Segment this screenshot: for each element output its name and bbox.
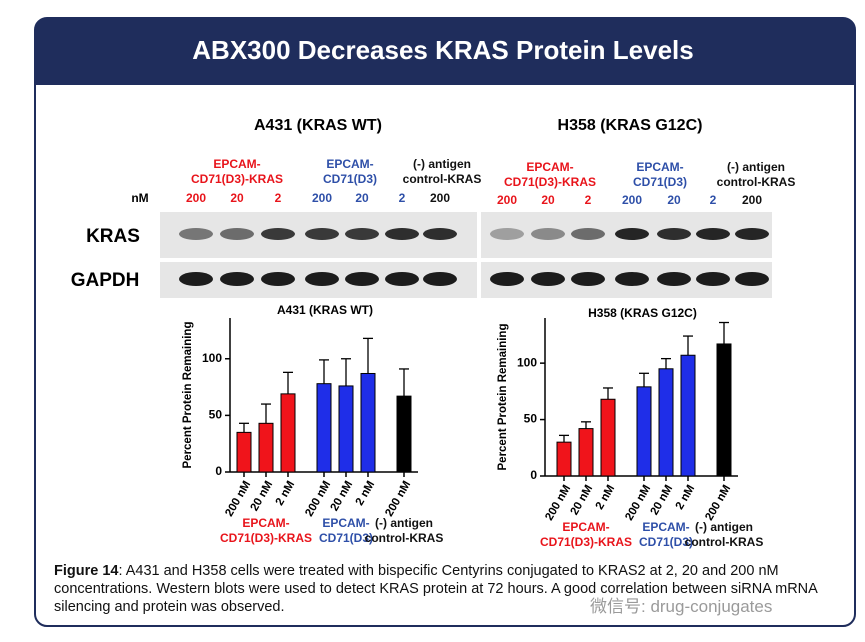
bar (360, 372, 376, 473)
band (220, 272, 254, 286)
band (305, 228, 339, 240)
legend-group-label: EPCAM- CD71(D3)-KRAS (539, 520, 633, 549)
bar (236, 431, 252, 473)
blot-group-label: EPCAM- CD71(D3)-KRAS (503, 160, 597, 189)
band (179, 272, 213, 286)
bar (258, 422, 274, 473)
caption-label: Figure 14 (54, 563, 119, 579)
dose-label: 2 (585, 193, 592, 207)
y-axis-label: Percent Protein Remaining (497, 324, 509, 471)
bar (600, 398, 616, 477)
y-tick-label: 50 (209, 408, 223, 422)
band (735, 228, 769, 240)
y-tick-label: 0 (530, 468, 537, 482)
bar (636, 386, 652, 477)
band (490, 272, 524, 286)
chart-title: A431 (KRAS WT) (277, 303, 373, 317)
bar (338, 385, 354, 473)
dose-label: 200 (186, 191, 206, 205)
row-label: KRAS (86, 226, 140, 247)
band (345, 228, 379, 240)
band (423, 228, 457, 240)
band (531, 272, 565, 286)
dose-label: 200 (430, 191, 450, 205)
band (385, 228, 419, 240)
dose-label: 20 (230, 191, 244, 205)
dose-label: 20 (667, 193, 681, 207)
watermark: 微信号: drug-conjugates (590, 597, 773, 616)
legend-group-label: (-) antigen control-KRAS (684, 520, 764, 549)
blot-group-label: EPCAM- CD71(D3) (632, 160, 688, 189)
dose-label: 200 (497, 193, 517, 207)
band (261, 272, 295, 286)
band (657, 272, 691, 286)
header-title: ABX300 Decreases KRAS Protein Levels (192, 35, 693, 65)
legend-group-label: EPCAM- CD71(D3) (318, 516, 374, 545)
band (615, 272, 649, 286)
dose-label: 20 (355, 191, 369, 205)
band (696, 272, 730, 286)
band (220, 228, 254, 240)
caption: Figure 14: A431 and H358 cells were trea… (54, 562, 839, 616)
y-tick-label: 100 (202, 351, 222, 365)
bar (716, 343, 732, 477)
dose-label: 2 (710, 193, 717, 207)
band (305, 272, 339, 286)
band (735, 272, 769, 286)
bar (556, 441, 572, 477)
band (696, 228, 730, 240)
blot-title: A431 (KRAS WT) (254, 117, 382, 134)
blot-group-label: (-) antigen control-KRAS (402, 157, 482, 186)
dose-label: 20 (541, 193, 555, 207)
bar (680, 354, 696, 477)
unit-label: nM (131, 191, 148, 205)
band (490, 228, 524, 240)
bar (578, 428, 594, 477)
blot-group-label: (-) antigen control-KRAS (716, 160, 796, 189)
y-tick-label: 0 (215, 464, 222, 478)
band (345, 272, 379, 286)
bar (658, 368, 674, 477)
header-bar (35, 18, 855, 85)
legend-group-label: (-) antigen control-KRAS (364, 516, 444, 545)
y-tick-label: 100 (517, 355, 537, 369)
band (385, 272, 419, 286)
chart-title: H358 (KRAS G12C) (588, 306, 697, 320)
row-label: GAPDH (71, 270, 140, 291)
blot-group-label: EPCAM- CD71(D3)-KRAS (190, 157, 284, 186)
bar (316, 383, 332, 473)
legend-group-label: EPCAM- CD71(D3)-KRAS (219, 516, 313, 545)
bar (396, 395, 412, 473)
band (179, 228, 213, 240)
band (657, 228, 691, 240)
y-tick-label: 50 (524, 412, 538, 426)
legend-group-label: EPCAM- CD71(D3) (638, 520, 694, 549)
band (571, 228, 605, 240)
band (571, 272, 605, 286)
dose-label: 200 (622, 193, 642, 207)
dose-label: 2 (275, 191, 282, 205)
dose-label: 2 (399, 191, 406, 205)
blot-group-label: EPCAM- CD71(D3) (322, 157, 378, 186)
band (531, 228, 565, 240)
dose-label: 200 (742, 193, 762, 207)
y-axis-label: Percent Protein Remaining (182, 322, 194, 469)
dose-label: 200 (312, 191, 332, 205)
blot-title: H358 (KRAS G12C) (558, 117, 703, 134)
bar (280, 393, 296, 473)
band (423, 272, 457, 286)
caption-text: : A431 and H358 cells were treated with … (54, 563, 818, 615)
band (615, 228, 649, 240)
band (261, 228, 295, 240)
